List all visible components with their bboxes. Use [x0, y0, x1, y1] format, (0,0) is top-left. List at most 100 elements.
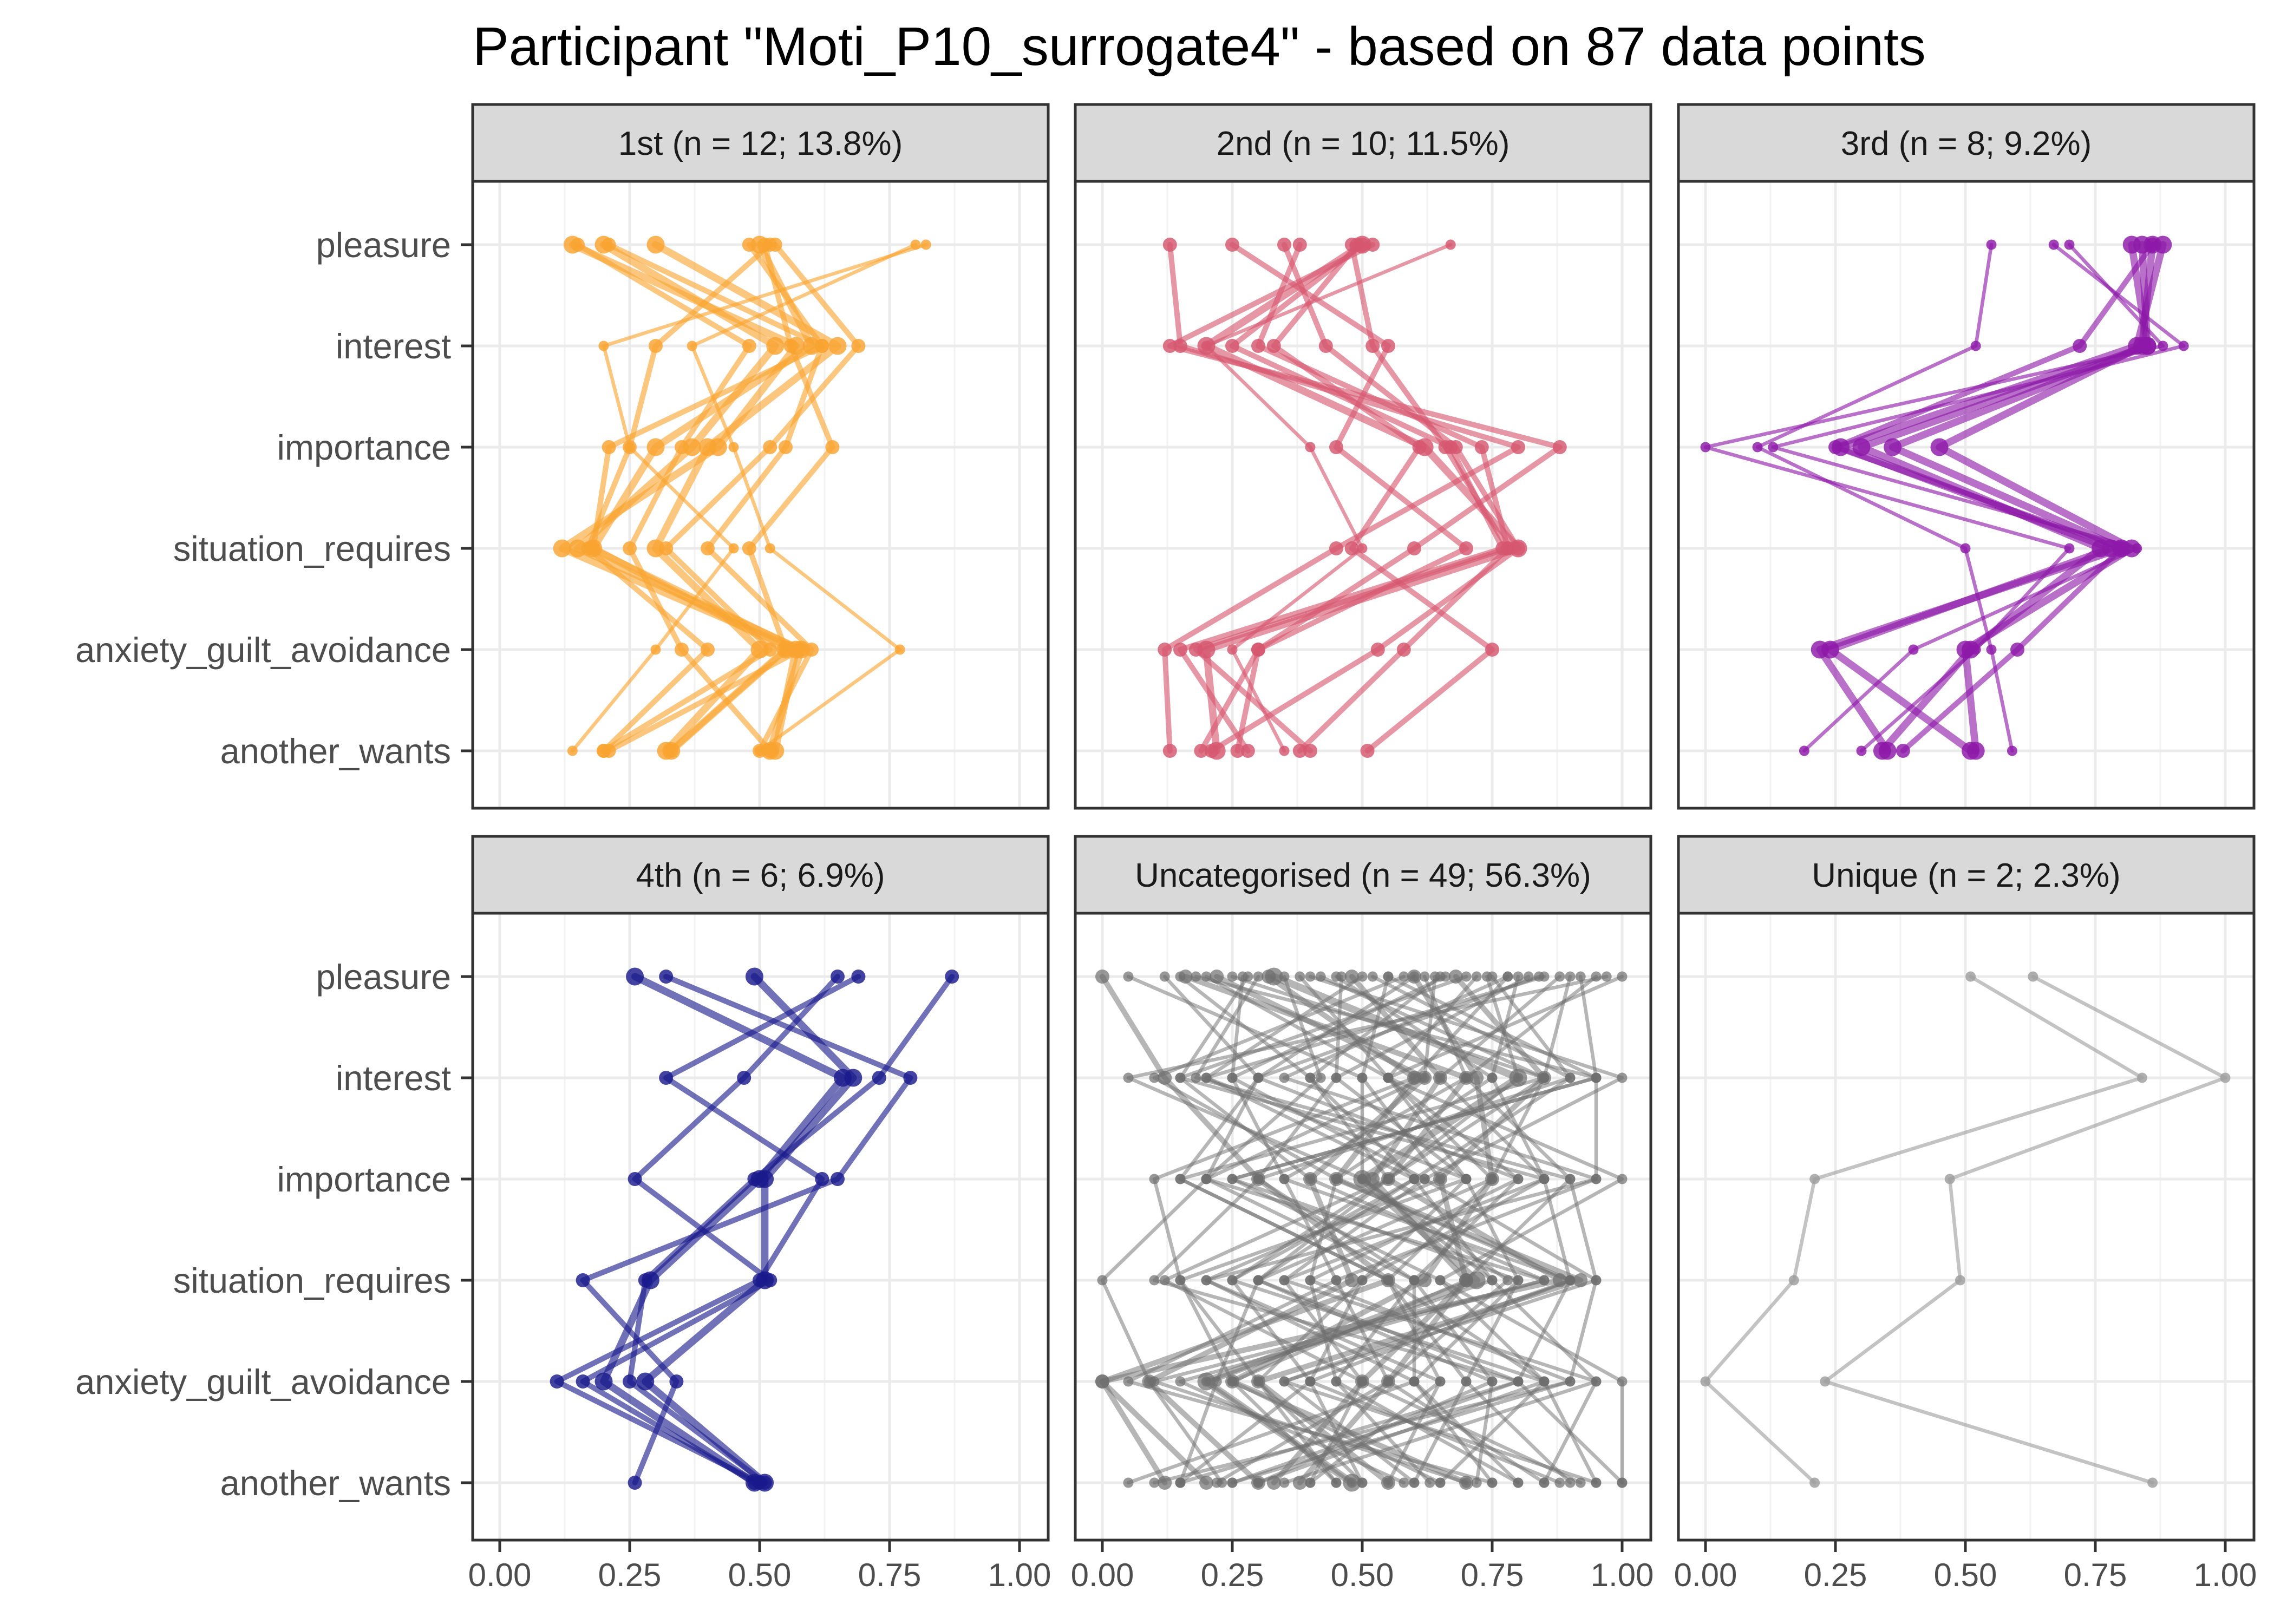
profile-point	[1502, 971, 1513, 982]
profile-line	[1152, 974, 1598, 1485]
profile-point	[763, 440, 777, 454]
profile-point	[1383, 1174, 1394, 1184]
profile-line	[1162, 242, 1521, 754]
profile-point	[1399, 1477, 1409, 1488]
profile-point	[844, 1069, 862, 1087]
profile-point	[1511, 440, 1525, 454]
profile-line	[1771, 243, 2186, 753]
profile-point	[553, 539, 571, 558]
profile-point	[1700, 1376, 1711, 1387]
profile-point	[1149, 1072, 1160, 1083]
profile-line	[690, 243, 918, 753]
profile-point	[1251, 643, 1265, 657]
profile-point	[1856, 745, 1867, 756]
facet-panel: Unique (n = 2; 2.3%) 0.00 0.25 0.50 0.75 1.00	[1674, 835, 2257, 1593]
profile-point	[1191, 971, 1201, 982]
profile-point	[1355, 1374, 1369, 1389]
x-tick-label: 0.00	[1071, 1557, 1134, 1593]
profile-point	[568, 539, 587, 558]
profile-point	[805, 643, 819, 657]
profile-point	[669, 1374, 684, 1389]
profile-line	[1214, 974, 1390, 1485]
profile-point	[1227, 1072, 1238, 1083]
profile-point	[2007, 745, 2017, 756]
profile-point	[1279, 1072, 1290, 1083]
profile-point	[1409, 1376, 1420, 1387]
profile-point	[1565, 971, 1576, 982]
profile-point	[2133, 337, 2151, 355]
profile-point	[623, 541, 637, 555]
profile-point	[1173, 643, 1187, 657]
profile-point	[1471, 971, 1482, 982]
profile-point	[683, 438, 701, 456]
profile-line	[571, 243, 928, 753]
profile-point	[1331, 1275, 1342, 1286]
profile-point	[664, 744, 678, 758]
profile-point	[576, 1273, 590, 1287]
profile-point	[1292, 1476, 1307, 1490]
profile-point	[1539, 1477, 1550, 1488]
profile-point	[1266, 339, 1281, 353]
profile-point	[1227, 1477, 1238, 1488]
profile-point	[1944, 1174, 1955, 1184]
profile-point	[586, 541, 600, 555]
profile-point	[1318, 339, 1333, 353]
profile-point	[1440, 971, 1451, 982]
facet-panel: 1st (n = 12; 13.8%) pleasure interest impor…	[75, 103, 1050, 810]
profile-point	[701, 541, 715, 555]
profile-line	[1126, 974, 1598, 1485]
profile-point	[2073, 339, 2087, 353]
profile-point	[1227, 1376, 1238, 1387]
profile-point	[1461, 1376, 1472, 1387]
profile-point	[1986, 239, 1997, 250]
profile-point	[1227, 1174, 1238, 1184]
profile-point	[646, 438, 665, 456]
strip-header	[1074, 103, 1652, 183]
profile-line	[1208, 242, 1521, 754]
x-tick-label: 0.50	[1934, 1557, 1997, 1593]
profile-point	[1383, 1072, 1394, 1083]
profile-point	[1617, 1174, 1628, 1184]
profile-point	[2092, 539, 2110, 558]
profile-point	[802, 337, 821, 355]
profile-point	[698, 438, 717, 456]
profile-point	[750, 640, 769, 659]
profile-point	[1370, 643, 1385, 657]
profile-point	[1409, 1477, 1420, 1488]
profile-point	[1315, 971, 1326, 982]
profile-point	[1331, 1174, 1342, 1184]
profile-point	[659, 541, 674, 555]
profile-point	[1828, 440, 1842, 454]
profile-point	[794, 643, 808, 657]
profile-point	[1523, 971, 1534, 982]
profile-line	[585, 242, 773, 754]
profile-line	[1936, 241, 2157, 755]
facet-panels: 1st (n = 12; 13.8%) pleasure interest impor…	[75, 103, 2257, 1593]
profile-point	[1852, 438, 1871, 456]
profile-point	[2145, 238, 2160, 252]
profile-point	[1399, 971, 1409, 982]
profile-point	[1481, 971, 1492, 982]
profile-point	[1591, 1072, 1602, 1083]
profile-point	[1197, 640, 1216, 659]
profile-point	[1552, 440, 1567, 454]
profile-point	[2220, 1072, 2231, 1083]
profile-point	[1552, 1273, 1567, 1287]
profile-point	[550, 1374, 564, 1389]
profile-line	[580, 974, 913, 1485]
profile-point	[1253, 971, 1264, 982]
profile-point	[1158, 1071, 1172, 1085]
profile-point	[1419, 1072, 1430, 1083]
profile-point	[1495, 541, 1510, 555]
profile-point	[1227, 644, 1238, 655]
profile-point	[1565, 1477, 1576, 1488]
profile-point	[1429, 971, 1440, 982]
profile-point	[1884, 438, 1902, 456]
profile-point	[737, 1071, 752, 1085]
profile-point	[1487, 1174, 1498, 1184]
profile-point	[1175, 1477, 1186, 1488]
profile-point	[2132, 543, 2142, 554]
profile-point	[1329, 541, 1343, 555]
x-tick-label: 0.50	[1331, 1557, 1394, 1593]
